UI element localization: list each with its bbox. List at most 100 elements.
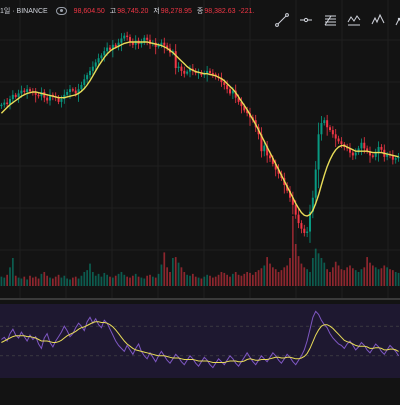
volume-bar [123,274,126,286]
eye-icon[interactable] [55,7,67,15]
volume-bar [29,275,31,286]
candle-body [394,158,397,160]
candle-body [274,163,277,170]
horizontal-line-icon [300,17,312,23]
candle-body [369,151,371,156]
volume-bar [260,268,263,286]
candle-body [114,44,117,47]
volume-bar [74,276,77,286]
candle-body [157,44,160,47]
candle-body [234,90,237,98]
volume-bar [306,269,308,286]
candle-body [371,155,374,157]
candle-body [300,223,303,229]
volume-bar [49,277,51,286]
volume-bar [34,276,37,286]
candle-body [80,84,83,90]
volume-bar [43,272,46,286]
volume-bar [269,263,271,286]
volume-bar [92,272,94,286]
volume-bar [192,273,194,286]
volume-bar [77,278,80,286]
volume-bar [183,272,186,286]
volume-bar [226,274,228,286]
volume-bar [323,262,326,286]
volume-bar [229,276,231,286]
volume-bar [23,276,26,286]
volume-bar [386,267,388,286]
candle-body [23,90,26,93]
candle-body [63,94,66,100]
fib-retracement-icon [324,15,336,26]
candle-body [334,134,337,139]
volume-bar [40,273,43,286]
volume-bar [360,269,363,286]
volume-bar [209,275,211,286]
candle-body [323,120,326,124]
volume-bar [72,277,74,286]
candle-body [303,228,306,233]
candle-body [166,45,169,49]
symbol-label[interactable]: 1일 · BINANCE [0,8,48,15]
pane-separator[interactable] [0,298,400,300]
candle-body [386,154,389,157]
elliott-wave-tool[interactable] [366,10,390,30]
volume-bar [9,267,11,286]
candle-body [69,89,71,93]
candle-body [120,38,123,43]
volume-bar [197,277,200,286]
oscillator-line [1,310,400,369]
candle-body [380,146,383,150]
volume-bar [257,270,260,286]
oscillator-signal-line [1,321,399,363]
moving-average-line [0,41,399,217]
change-value: -221. [238,8,255,15]
volume-bar [314,248,317,286]
volume-bar [154,277,157,286]
trend-line-tool[interactable] [270,10,294,30]
candle-body [34,92,37,95]
volume-bar [212,277,214,286]
candle-body [260,134,263,152]
candle-body [106,47,109,52]
volume-bar [149,274,151,286]
pattern-tool[interactable] [342,10,366,30]
volume-bar [94,275,97,286]
candle-body [20,90,23,94]
volume-bar [0,276,3,286]
candle-body [240,101,243,107]
volume-bar [397,272,400,286]
volume-bar [100,276,103,286]
volume-bar [366,257,368,286]
volume-bar [289,258,291,286]
volume-bar [352,268,354,286]
candle-body [294,204,297,215]
volume-bar [177,262,180,286]
candle-body [231,90,234,94]
volume-bar [134,273,137,286]
volume-bar [97,273,100,286]
candle-body [320,123,323,135]
drawing-toolbar [270,10,400,30]
candle-body [183,70,186,74]
candle-body [17,93,20,97]
volume-bar [32,277,34,286]
horizontal-line-tool[interactable] [294,10,318,30]
candle-body [246,110,249,114]
projection-tool[interactable] [390,10,400,30]
candle-body [211,72,214,75]
candle-body [109,47,111,50]
volume-bar [12,258,14,286]
candle-body [60,99,63,102]
volume-bar [380,268,383,286]
candle-body [189,68,191,72]
candle-body [89,70,91,76]
candle-body [117,42,120,47]
volume-bar [277,272,280,286]
fib-retracement-tool[interactable] [318,10,342,30]
volume-bar [126,276,128,286]
indicator-levels [0,325,400,357]
ohlc-values: 98,604.50 고98,745.20 저98,278.95 종98,382.… [73,6,255,16]
